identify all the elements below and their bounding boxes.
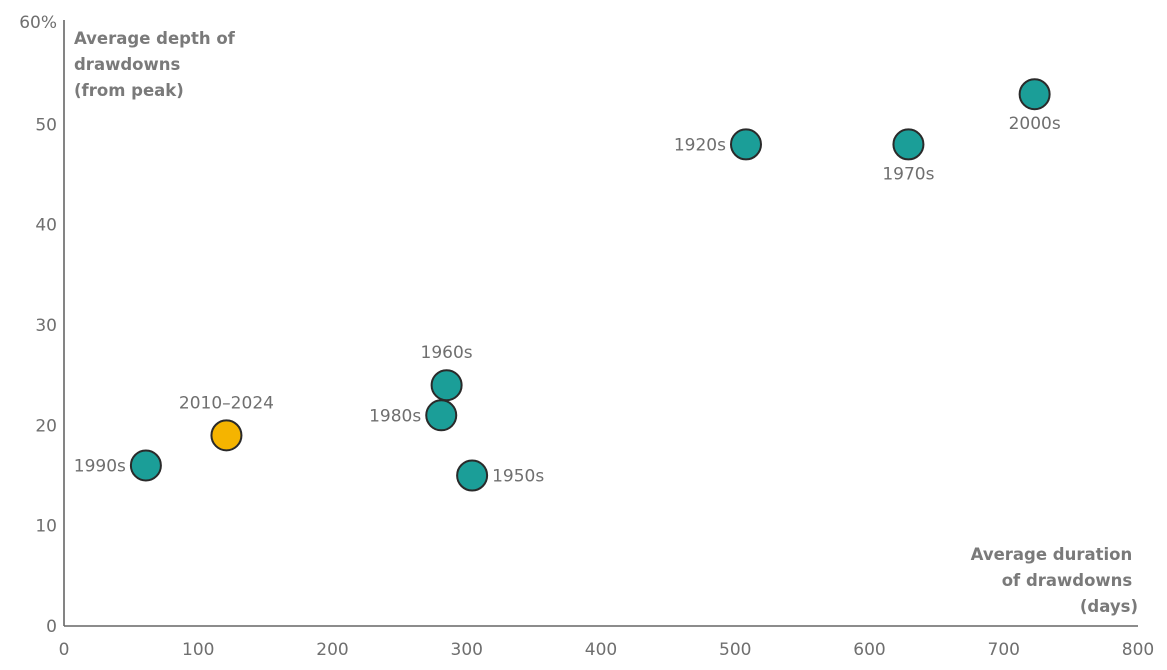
data-points [129, 78, 1051, 492]
y-tick-label: 20 [35, 416, 57, 436]
axes [63, 20, 1138, 627]
data-point [456, 459, 489, 492]
x-tick-label: 800 [1122, 640, 1154, 660]
data-point-label: 1990s [74, 456, 126, 476]
y-tick-label: 30 [35, 316, 57, 336]
data-point [425, 399, 458, 432]
y-tick-label: 10 [35, 517, 57, 537]
y-tick-label: 0 [46, 617, 57, 637]
data-point-label: 1980s [369, 406, 421, 426]
data-point [892, 128, 925, 161]
x-axis-title-line-1: Average duration [971, 545, 1133, 564]
data-point-label: 2000s [1009, 114, 1061, 134]
y-axis-title-line-2: drawdowns [74, 55, 180, 74]
data-point [430, 369, 463, 402]
x-tick-label: 700 [988, 640, 1020, 660]
data-point-label: 1970s [882, 164, 934, 184]
y-tick-labels: 0 10 20 30 40 50 60% [19, 13, 57, 637]
data-point-label: 1960s [421, 343, 473, 363]
y-axis-title: Average depth of drawdowns (from peak) [74, 29, 241, 100]
x-tick-label: 500 [719, 640, 751, 660]
data-point [129, 449, 162, 482]
data-point-label: 1950s [492, 467, 544, 487]
x-tick-label: 600 [853, 640, 885, 660]
x-tick-label: 100 [182, 640, 214, 660]
y-axis-title-line-3: (from peak) [74, 81, 184, 100]
data-point-label: 1920s [674, 135, 726, 155]
data-point [1018, 78, 1051, 111]
y-tick-label: 60% [19, 13, 57, 33]
y-tick-label: 50 [35, 115, 57, 135]
data-point [210, 419, 243, 452]
x-tick-label: 300 [451, 640, 483, 660]
data-point [729, 128, 762, 161]
x-tick-labels: 0 100 200 300 400 500 600 700 800 [59, 640, 1155, 660]
x-axis-title-line-2: of drawdowns [1002, 571, 1133, 590]
data-point-labels: 1990s 2010–2024 1960s 1980s 1950s 1920s 1970s 2… [74, 114, 1061, 486]
x-tick-label: 0 [59, 640, 70, 660]
x-tick-label: 200 [316, 640, 348, 660]
data-point-label: 2010–2024 [179, 393, 274, 413]
y-axis-title-line-1: Average depth of [74, 29, 236, 48]
x-axis-title-line-3: (days) [1080, 597, 1138, 616]
y-tick-label: 40 [35, 216, 57, 236]
x-axis-title: Average duration of drawdowns (days) [971, 545, 1138, 616]
x-tick-label: 400 [585, 640, 617, 660]
